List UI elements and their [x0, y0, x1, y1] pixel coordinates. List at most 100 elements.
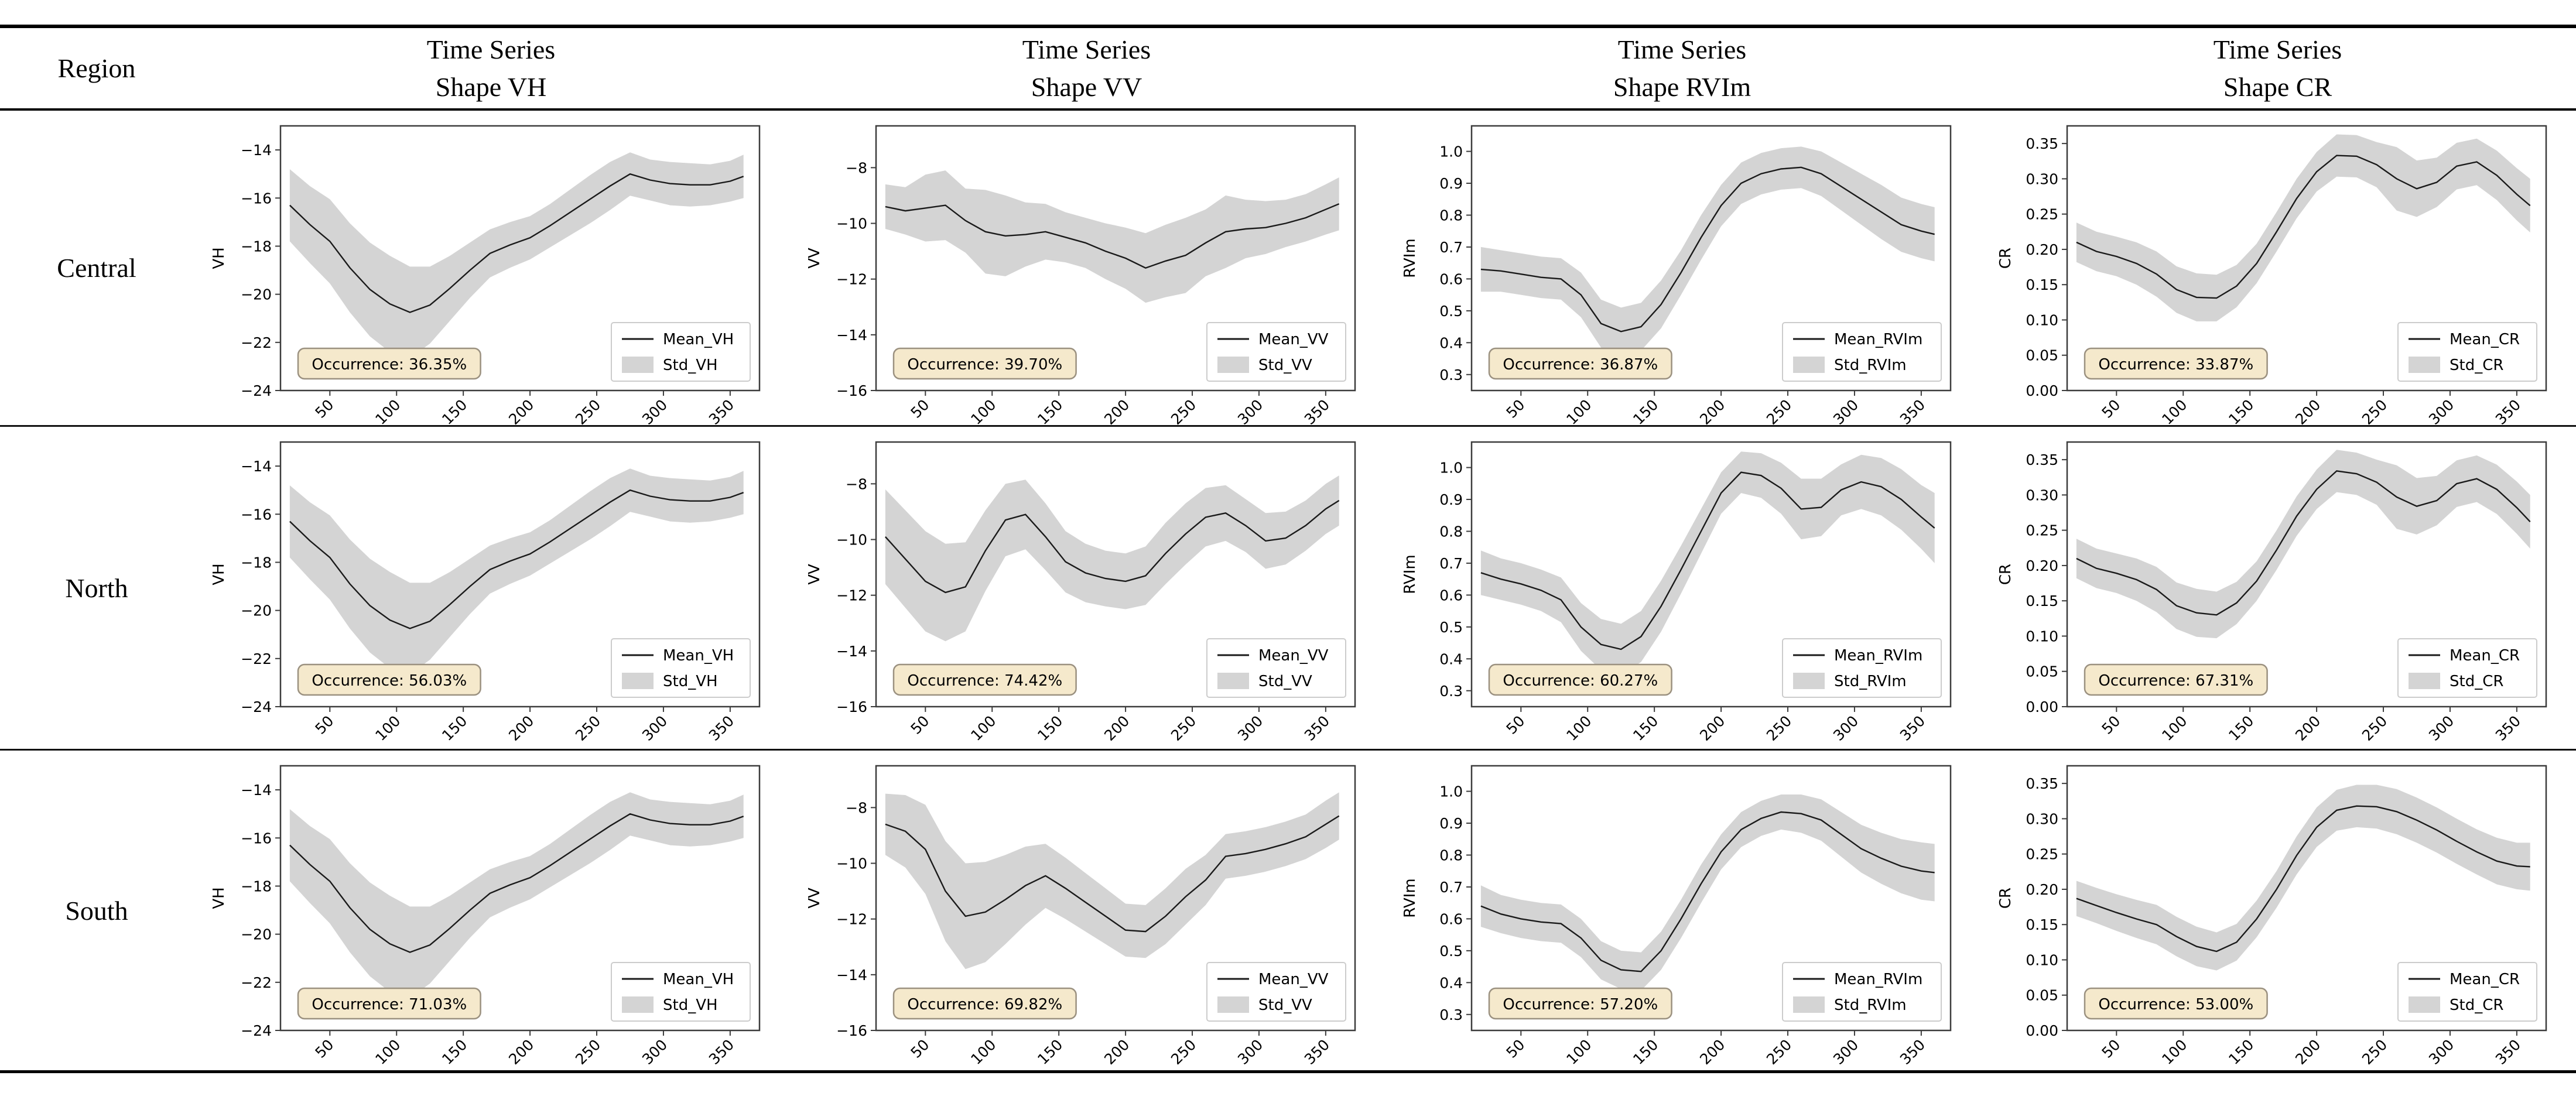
svg-text:0.05: 0.05	[2026, 987, 2058, 1004]
legend-std-label: Std_VH	[663, 996, 718, 1014]
legend-std-sample	[1217, 357, 1249, 373]
y-axis-label: CR	[1997, 888, 2014, 909]
svg-text:300: 300	[2426, 1036, 2457, 1065]
plot-frame	[2066, 765, 2547, 1032]
chart-svg: 0.35 0.30 0.25 0.20 0.15 0.10 0.05 0.00 CR 50 100 1…	[1997, 441, 2547, 744]
occurrence-label: Occurrence: 60.27%	[1503, 672, 1658, 690]
svg-text:300: 300	[639, 713, 670, 741]
svg-text:150: 150	[1630, 713, 1661, 741]
svg-text:250: 250	[1763, 713, 1795, 741]
column-title-line1: Time Series	[426, 35, 556, 65]
svg-text:150: 150	[439, 396, 470, 425]
svg-text:−14: −14	[836, 643, 867, 660]
svg-text:50: 50	[2099, 1036, 2124, 1061]
svg-text:−10: −10	[836, 215, 867, 232]
row-label-central: Central	[57, 253, 136, 283]
svg-text:−14: −14	[836, 327, 867, 344]
svg-text:0.7: 0.7	[1439, 879, 1463, 896]
svg-text:−8: −8	[846, 799, 867, 816]
legend-mean-label: Mean_RVIm	[1834, 971, 1922, 988]
chart-svg: −8−10−12−14−16VV50100150200250300350Days…	[806, 765, 1356, 1068]
svg-text:−8: −8	[846, 159, 867, 176]
y-axis-label: RVIm	[1401, 878, 1419, 917]
svg-text:0.5: 0.5	[1439, 303, 1463, 320]
mean-line	[289, 173, 744, 313]
svg-text:−12: −12	[836, 271, 867, 288]
region-header-cell: Region	[0, 53, 193, 84]
row-divider	[0, 749, 2576, 751]
svg-text:0.10: 0.10	[2026, 951, 2058, 968]
legend: Mean_CR Std_CR	[2397, 638, 2537, 698]
svg-text:300: 300	[2426, 396, 2457, 425]
plot-frame	[875, 441, 1356, 708]
chart-svg: 0.35 0.30 0.25 0.20 0.15 0.10 0.05 0.00 CR 50 100 1…	[1997, 125, 2547, 425]
mean-line	[885, 203, 1340, 269]
chart-svg: −8−10−12−14−16VV50100150200250300350Days…	[806, 441, 1356, 744]
svg-text:100: 100	[967, 396, 999, 425]
legend-std-sample	[622, 357, 654, 373]
occurrence-badge: Occurrence: 74.42%	[892, 663, 1077, 696]
svg-text:50: 50	[312, 396, 337, 422]
plot-frame	[2066, 441, 2547, 708]
y-axis: −8 −10 −12 −14 −16 VV	[806, 475, 876, 715]
svg-text:0.3: 0.3	[1439, 683, 1463, 700]
legend-mean-label: Mean_VH	[663, 971, 734, 988]
svg-text:50: 50	[312, 1036, 337, 1061]
chart-south-cr: 0.35 0.30 0.25 0.20 0.15 0.10 0.05 0.00 CR 50 100 1…	[1980, 751, 2575, 1070]
svg-text:200: 200	[1696, 1036, 1728, 1065]
legend-std-label: Std_VH	[663, 357, 718, 374]
legend-std-sample	[1793, 357, 1825, 373]
legend-mean-label: Mean_VH	[663, 647, 734, 665]
occurrence-badge: Occurrence: 36.35%	[297, 347, 481, 380]
svg-text:0.9: 0.9	[1439, 175, 1463, 192]
svg-text:150: 150	[1034, 713, 1066, 741]
svg-text:150: 150	[1630, 396, 1661, 425]
svg-text:50: 50	[2099, 713, 2124, 738]
y-axis: 0.35 0.30 0.25 0.20 0.15 0.10 0.05 0.00 CR	[1997, 135, 2067, 399]
svg-text:0.4: 0.4	[1439, 650, 1463, 667]
svg-text:0.7: 0.7	[1439, 239, 1463, 256]
x-axis: 50100150200250300350Days	[1503, 707, 1928, 744]
svg-text:0.35: 0.35	[2026, 775, 2058, 792]
column-title-line2: Shape VV	[1031, 71, 1142, 102]
std-band	[2076, 785, 2530, 971]
x-axis: 50100150200250300350Days	[908, 1030, 1333, 1068]
mean-line	[885, 815, 1340, 933]
svg-text:150: 150	[439, 1036, 470, 1065]
x-axis: 50100150200250300350Days	[312, 707, 737, 744]
svg-text:250: 250	[2359, 396, 2390, 425]
svg-text:0.6: 0.6	[1439, 587, 1463, 604]
legend-mean-label: Mean_RVIm	[1834, 647, 1922, 665]
svg-text:0.4: 0.4	[1439, 334, 1463, 351]
svg-text:0.3: 0.3	[1439, 367, 1463, 383]
svg-text:100: 100	[2158, 713, 2190, 741]
y-axis: −14 −16 −18 −20 −22 −24 VH	[210, 458, 280, 715]
svg-text:0.9: 0.9	[1439, 491, 1463, 508]
svg-text:0.5: 0.5	[1439, 619, 1463, 636]
legend: Mean_VV Std_VV	[1206, 638, 1346, 698]
svg-text:−20: −20	[241, 286, 272, 303]
mean-line	[2076, 155, 2531, 299]
svg-text:300: 300	[639, 396, 670, 425]
legend: Mean_VH Std_VH	[611, 638, 751, 698]
svg-text:0.00: 0.00	[2026, 382, 2058, 399]
std-band	[1480, 146, 1935, 356]
svg-text:0.15: 0.15	[2026, 276, 2058, 293]
y-axis: 0.35 0.30 0.25 0.20 0.15 0.10 0.05 0.00 CR	[1997, 451, 2067, 715]
legend: Mean_VV Std_VV	[1206, 962, 1346, 1022]
svg-text:200: 200	[1101, 713, 1133, 741]
mean-line	[2076, 805, 2530, 953]
svg-text:0.25: 0.25	[2026, 522, 2058, 539]
svg-text:−8: −8	[846, 475, 867, 492]
occurrence-label: Occurrence: 36.35%	[312, 356, 467, 374]
legend-std-label: Std_RVIm	[1834, 357, 1907, 374]
svg-text:50: 50	[1503, 1036, 1528, 1061]
svg-text:350: 350	[1897, 713, 1928, 741]
svg-text:−16: −16	[836, 698, 867, 715]
std-band	[289, 152, 744, 358]
std-band	[289, 792, 744, 998]
plot-frame	[279, 441, 761, 708]
svg-text:250: 250	[572, 713, 604, 741]
svg-text:250: 250	[1763, 396, 1795, 425]
legend-std-label: Std_RVIm	[1834, 673, 1907, 690]
